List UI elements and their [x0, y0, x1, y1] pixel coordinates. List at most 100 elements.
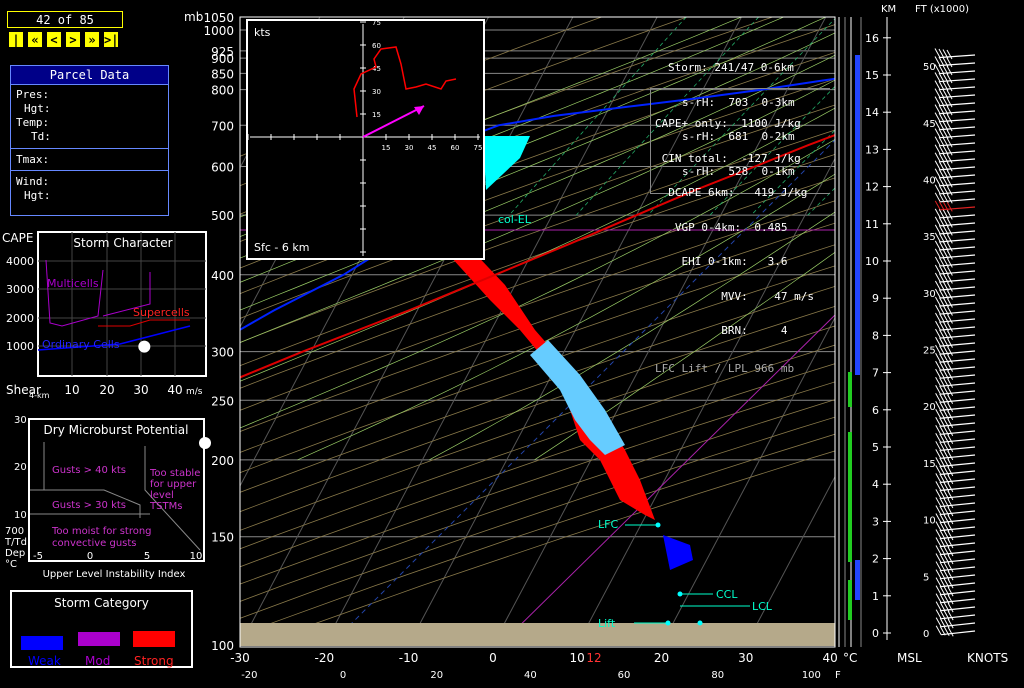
pressure-tick-label: 900	[211, 52, 234, 66]
wind-barb-flag	[934, 224, 941, 235]
wind-barb-flag	[939, 361, 946, 371]
wind-barb	[940, 286, 976, 291]
ft-tick-label: 5	[923, 572, 929, 583]
wind-barb-flag	[935, 609, 942, 619]
microburst-title: Dry Microburst Potential	[44, 423, 189, 437]
ft-tick-label: 20	[923, 402, 936, 413]
wind-barb-flag	[947, 546, 954, 557]
wind-barb	[940, 334, 976, 339]
wind-barb-flag	[947, 554, 954, 565]
hodograph-tick-label: 60	[372, 42, 381, 50]
microburst-ytick: 30	[14, 415, 27, 426]
wind-barb-flag	[938, 128, 945, 139]
wind-barb	[940, 118, 976, 123]
wind-barb-flag	[939, 433, 946, 444]
wind-barb-flag	[934, 88, 941, 98]
wind-barb-flag	[935, 473, 942, 483]
hodograph-tick-label: 45	[372, 65, 381, 73]
hodograph-label: Sfc - 6 km	[254, 241, 309, 254]
pressure-tick-label: 1000	[203, 24, 234, 38]
dry-adiabat	[240, 244, 835, 453]
wind-barb-flag	[947, 386, 954, 396]
temp-f-tick: 40	[524, 670, 537, 681]
hodograph-tick-label: 75	[474, 144, 483, 152]
back-fast-button[interactable]: «	[27, 31, 43, 48]
too-stable-label: TSTMs	[149, 501, 182, 512]
wind-barb-flag	[938, 249, 945, 259]
last-frame-button[interactable]: >|	[103, 31, 119, 48]
ground-band	[240, 623, 835, 646]
wind-barb-flag	[943, 458, 950, 468]
index-line: DCAPE 6km: 419 J/kg	[655, 186, 808, 199]
back-button[interactable]: <	[46, 31, 62, 48]
blue-column-bar	[855, 55, 860, 375]
wind-barb	[940, 254, 976, 259]
temp-c-tick: -20	[314, 651, 334, 665]
wind-barb	[940, 246, 976, 251]
wind-barb-flag	[935, 400, 942, 411]
wind-barb-flag	[938, 281, 945, 291]
wind-barb-flag	[939, 401, 946, 411]
storm-motion-arrow	[362, 105, 425, 138]
wind-barb-flag	[943, 546, 950, 556]
dry-adiabat	[240, 153, 835, 367]
moist-adiabat	[240, 54, 835, 311]
wind-barb-flag	[934, 104, 941, 114]
wind-barb-flag	[943, 482, 950, 492]
too-stable-label: for upper	[150, 479, 197, 490]
wind-barb	[940, 310, 976, 315]
microburst-ylabel: °C	[5, 559, 17, 570]
moist-adiabat	[240, 32, 835, 283]
wind-barb-flag	[947, 378, 954, 388]
wind-barb-flag	[939, 529, 946, 540]
forward-button[interactable]: >	[65, 31, 81, 48]
km-tick-label: 10	[865, 255, 879, 268]
forward-fast-button[interactable]: »	[84, 31, 100, 48]
wind-barb-flag	[935, 320, 941, 331]
wind-barb-flag	[938, 241, 945, 251]
wind-barb-flag	[935, 513, 942, 523]
wind-barb-flag	[935, 368, 942, 379]
wind-barb	[941, 630, 976, 636]
km-tick-label: 3	[872, 515, 879, 528]
wind-barb	[941, 614, 976, 620]
hodograph-trace	[353, 46, 457, 118]
wind-barb	[940, 302, 976, 307]
wind-barb-flag	[947, 602, 954, 613]
too-stable-label: Too stable	[149, 468, 200, 479]
microburst-ytick: 10	[14, 510, 27, 521]
wind-barb-flag	[947, 322, 953, 332]
wind-barb-flag	[947, 530, 954, 541]
index-line: BRN: 4	[655, 324, 788, 337]
temp-c-tick: 12	[586, 651, 601, 665]
wind-barb-flag	[935, 296, 941, 307]
wind-barb-flag	[939, 601, 946, 612]
wind-barb-flag	[938, 104, 945, 115]
wind-barb-flag	[935, 425, 942, 435]
pressure-tick-label: 100	[211, 639, 234, 653]
wind-barb	[940, 278, 976, 283]
first-frame-button[interactable]: |<	[8, 31, 24, 64]
pressure-tick-label: 300	[211, 346, 234, 360]
wind-barb	[940, 198, 976, 203]
wind-barb	[941, 598, 976, 604]
wind-barb	[940, 166, 976, 171]
index-line: VGP 0-4km: 0.485	[655, 220, 788, 234]
mixing-ratio-line	[709, 85, 835, 216]
lfc-lift-text: LFC Lift / LPL 966 mb	[655, 361, 795, 375]
lfc-label: LFC	[598, 518, 618, 531]
hodograph-tick-label: 45	[428, 144, 437, 152]
wind-barb-flag	[943, 570, 950, 580]
srh-text: s-rH: 681 0-2km	[682, 130, 795, 143]
km-tick-label: 9	[872, 292, 879, 305]
wind-barb-flag	[934, 136, 941, 146]
equilibrium-area	[483, 136, 530, 190]
wind-barb-flag	[935, 417, 942, 427]
parcel-data-title: Parcel Data	[11, 66, 168, 85]
indices-panel: Storm: 241/47 0-6km s-rH: 703 0-3km s-rH…	[650, 39, 830, 189]
wind-barb-flag	[939, 593, 946, 604]
parcel-wind-hgt-label: Hgt:	[24, 189, 51, 202]
wind-barb-flag	[938, 136, 945, 147]
wind-barb-flag	[939, 337, 945, 347]
